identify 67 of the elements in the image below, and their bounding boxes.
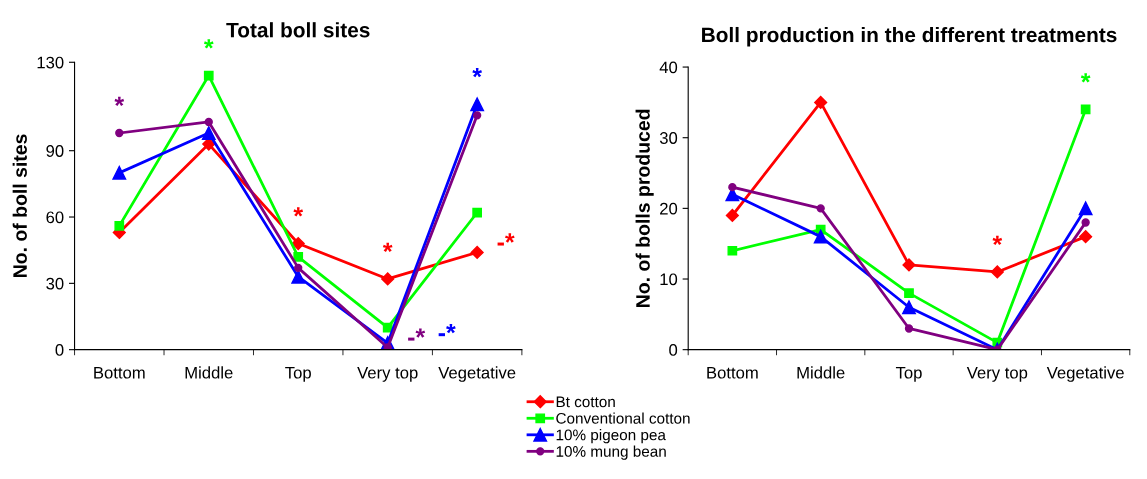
x-tick-label: Vegetative [1046,366,1124,382]
point [115,128,124,138]
point [990,265,1004,279]
point [472,207,483,218]
point [291,269,306,284]
annotation: * [382,242,393,252]
point [112,165,127,180]
chart-title: Boll production in the different treatments [702,26,1117,47]
point [470,245,484,259]
point [293,251,304,262]
annotation: * [293,207,304,217]
x-tick-label: Bottom [707,366,758,379]
y-tick-label: 60 [46,211,64,224]
annotation: -* [497,233,515,246]
y-tick-label: 130 [37,56,64,69]
point [902,258,916,272]
y-tick-label: 0 [55,344,64,356]
x-tick-label: Top [895,366,922,382]
point [470,97,485,112]
annotation: * [114,96,125,107]
y-tick-label: 40 [659,61,678,74]
point [114,221,125,231]
annotation: * [203,39,214,49]
point [1081,218,1090,227]
point [904,324,914,333]
legend-label: Conventional cotton [556,412,690,424]
point [813,229,828,244]
x-tick-label: Top [285,366,311,382]
x-tick-label: Middle [185,366,233,379]
y-tick-label: 10 [660,273,678,286]
x-tick-label: Middle [797,366,845,379]
point [203,70,214,81]
point [201,126,216,140]
x-tick-label: Bottom [94,366,145,379]
y-tick-label: 30 [659,132,678,144]
point [816,204,825,213]
point [291,236,305,251]
y-tick-label: 0 [669,344,678,356]
x-tick-label: Very top [357,366,418,382]
point [725,208,739,223]
point [814,95,828,109]
point [1079,230,1093,244]
y-tick-label: 30 [46,277,64,290]
x-tick-label: Vegetative [438,366,516,382]
legend-label: 10% mung bean [556,445,666,460]
y-tick-label: 20 [660,202,678,215]
annotation: -* [408,328,426,341]
point [381,272,395,286]
point [204,117,213,127]
annotation: -* [438,323,456,337]
legend-label: Bt cotton [556,396,615,408]
annotation: * [1080,73,1091,83]
x-tick-label: Very top [966,366,1028,382]
point [728,183,737,192]
y-axis-title: No. of boll sites [12,134,27,278]
annotation: * [472,68,482,78]
legend-label: 10% pigeon pea [556,429,666,444]
chart-title: Total boll sites [226,22,370,38]
y-tick-label: 90 [46,145,64,157]
point [902,300,916,315]
point [294,263,303,273]
point [904,288,914,299]
point [472,111,482,120]
y-axis-title: No. of bolls produced [635,109,654,307]
point [727,245,738,256]
annotation: * [992,235,1003,245]
point [1078,201,1093,216]
